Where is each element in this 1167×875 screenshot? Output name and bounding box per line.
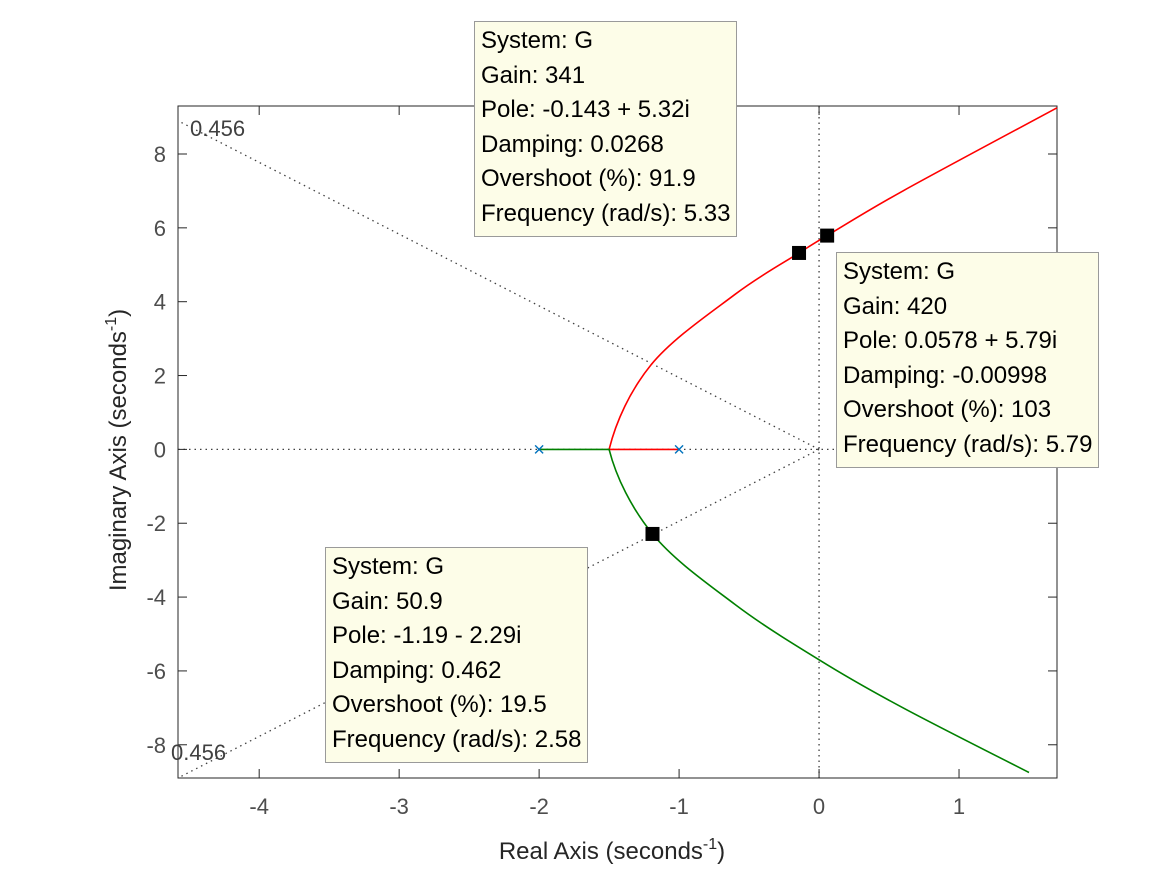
y-axis-label-exponent: -1 xyxy=(103,317,120,331)
x-axis-label-text: Real Axis (seconds xyxy=(499,838,703,865)
damping-line-1 xyxy=(177,120,820,450)
locus-branch-green xyxy=(539,448,1030,774)
datatip-2-pole: Pole: 0.0578 + 5.79i xyxy=(843,327,1058,355)
datatip-marker-1[interactable] xyxy=(792,245,807,260)
open-loop-poles xyxy=(534,444,684,454)
datatip-2-gain: Gain: 420 xyxy=(843,292,948,320)
datatip-3-overshoot: Overshoot (%): 19.5 xyxy=(332,691,547,719)
y-tick-label: 8 xyxy=(154,142,166,167)
y-tick-label: 6 xyxy=(154,216,166,241)
datatip-1-system: System: G xyxy=(481,27,594,54)
damping-label-top: 0.456 xyxy=(190,116,245,141)
x-axis-label-exponent: -1 xyxy=(703,836,717,853)
y-tick-label: -6 xyxy=(146,659,166,684)
y-axis-label: Imaginary Axis (seconds-1) xyxy=(103,309,132,591)
datatip-2-frequency: Frequency (rad/s): 5.79 xyxy=(843,430,1093,458)
y-tick-label: -4 xyxy=(146,585,166,610)
pole-marker-2 xyxy=(674,444,684,454)
datatip-1-overshoot: Overshoot (%): 91.9 xyxy=(481,165,696,193)
datatip-3-system: System: G xyxy=(332,553,445,580)
axis-ticks: -4 -3 -2 -1 0 1 -8 -6 -4 -2 0 2 4 6 8 xyxy=(146,106,1057,819)
datatip-3[interactable]: System: G Gain: 50.9 Pole: -1.19 - 2.29i… xyxy=(325,547,589,763)
y-tick-label: 2 xyxy=(154,364,166,389)
y-axis-label-close: ) xyxy=(105,309,132,317)
datatip-2-damping: Damping: -0.00998 xyxy=(843,361,1048,389)
datatip-marker-2[interactable] xyxy=(820,228,835,243)
x-tick-label: -3 xyxy=(389,794,409,819)
x-axis-label: Real Axis (seconds-1) xyxy=(499,836,725,865)
damping-labels: 0.456 0.456 xyxy=(171,116,245,765)
x-tick-label: -4 xyxy=(249,794,269,819)
pole-marker-stroke-b xyxy=(534,444,544,454)
datatip-1[interactable]: System: G Gain: 341 Pole: -0.143 + 5.32i… xyxy=(474,21,738,237)
datatip-3-damping: Damping: 0.462 xyxy=(332,656,502,684)
pole-marker-1 xyxy=(534,444,544,454)
datatip-1-pole: Pole: -0.143 + 5.32i xyxy=(481,96,690,124)
datatip-3-pole: Pole: -1.19 - 2.29i xyxy=(332,622,522,650)
damping-line-2 xyxy=(177,448,820,779)
datatip-2[interactable]: System: G Gain: 420 Pole: 0.0578 + 5.79i… xyxy=(836,252,1100,468)
x-tick-label: -1 xyxy=(669,794,689,819)
datatip-2-overshoot: Overshoot (%): 103 xyxy=(843,396,1052,424)
x-tick-label: 1 xyxy=(953,794,965,819)
datatip-3-gain: Gain: 50.9 xyxy=(332,587,443,615)
y-tick-label: -8 xyxy=(146,733,166,758)
pole-marker-stroke-b xyxy=(674,444,684,454)
datatip-1-damping: Damping: 0.0268 xyxy=(481,130,664,158)
y-axis-label-text: Imaginary Axis (seconds xyxy=(105,331,132,591)
x-tick-label: -2 xyxy=(529,794,549,819)
x-axis-label-close: ) xyxy=(717,838,725,865)
datatip-marker-3[interactable] xyxy=(645,526,660,541)
datatip-1-gain: Gain: 341 xyxy=(481,61,586,89)
datatip-2-system: System: G xyxy=(843,258,956,285)
datatip-1-frequency: Frequency (rad/s): 5.33 xyxy=(481,199,731,227)
y-tick-label: 4 xyxy=(154,290,166,315)
y-tick-label: -2 xyxy=(146,511,166,536)
y-tick-label: 0 xyxy=(154,437,166,462)
damping-label-bottom: 0.456 xyxy=(171,740,226,765)
damping-lines xyxy=(177,120,820,779)
datatip-markers xyxy=(645,228,835,541)
datatip-3-frequency: Frequency (rad/s): 2.58 xyxy=(332,725,582,753)
x-tick-label: 0 xyxy=(813,794,825,819)
